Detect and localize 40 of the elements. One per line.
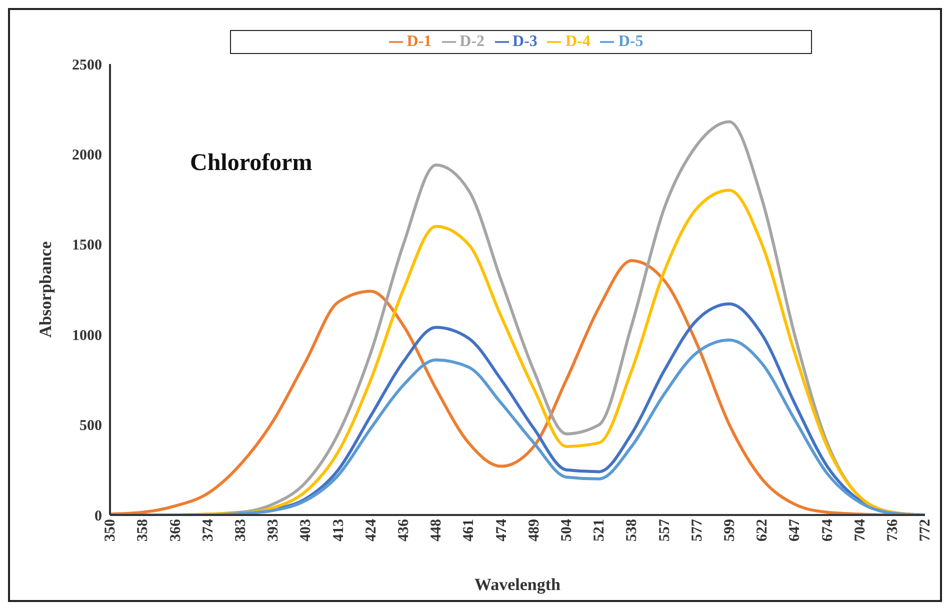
y-tick-label: 2000	[72, 148, 102, 164]
y-axis-title: Absorpbance	[36, 240, 56, 338]
x-tick-label: 436	[396, 518, 412, 542]
x-tick-label: 448	[428, 519, 445, 542]
x-tick-label: 403	[298, 519, 314, 542]
x-tick-label: 577	[689, 518, 706, 542]
legend-label: D-1	[406, 33, 432, 50]
y-tick-label: 500	[80, 418, 102, 434]
legend-label: D-2	[460, 33, 485, 50]
x-tick-label: 424	[363, 518, 380, 542]
annotation: Chloroform	[190, 150, 312, 177]
y-tick-label: 2500	[72, 57, 102, 74]
x-tick-label: 358	[135, 519, 152, 542]
x-tick-label: 383	[233, 519, 250, 542]
x-tick-label: 413	[330, 519, 347, 542]
x-axis-title: Wavelength	[474, 575, 562, 594]
x-tick-label: 538	[624, 519, 640, 542]
x-tick-label: 704	[852, 518, 868, 542]
x-tick-label: 489	[526, 519, 542, 542]
x-tick-label: 350	[102, 519, 119, 542]
x-tick-label: 557	[656, 518, 673, 542]
y-tick-label: 1500	[72, 238, 102, 254]
x-tick-label: 647	[787, 518, 804, 542]
x-tick-label: 736	[885, 518, 902, 542]
x-tick-label: 393	[266, 519, 282, 542]
x-tick-label: 674	[820, 518, 836, 542]
legend-label: D-5	[618, 33, 644, 50]
legend-label: D-4	[565, 33, 590, 50]
x-tick-label: 474	[494, 518, 510, 542]
x-tick-label: 374	[200, 518, 216, 542]
x-tick-label: 461	[461, 519, 478, 542]
x-tick-label: 504	[559, 518, 576, 542]
x-tick-label: 622	[754, 519, 771, 542]
y-tick-label: 1000	[72, 328, 102, 344]
legend-label: D-3	[512, 33, 538, 50]
y-tick-label: 0	[94, 508, 102, 524]
x-tick-label: 366	[168, 518, 184, 542]
x-tick-label: 599	[722, 519, 738, 542]
x-tick-label: 772	[918, 519, 934, 542]
x-tick-label: 521	[592, 519, 608, 542]
